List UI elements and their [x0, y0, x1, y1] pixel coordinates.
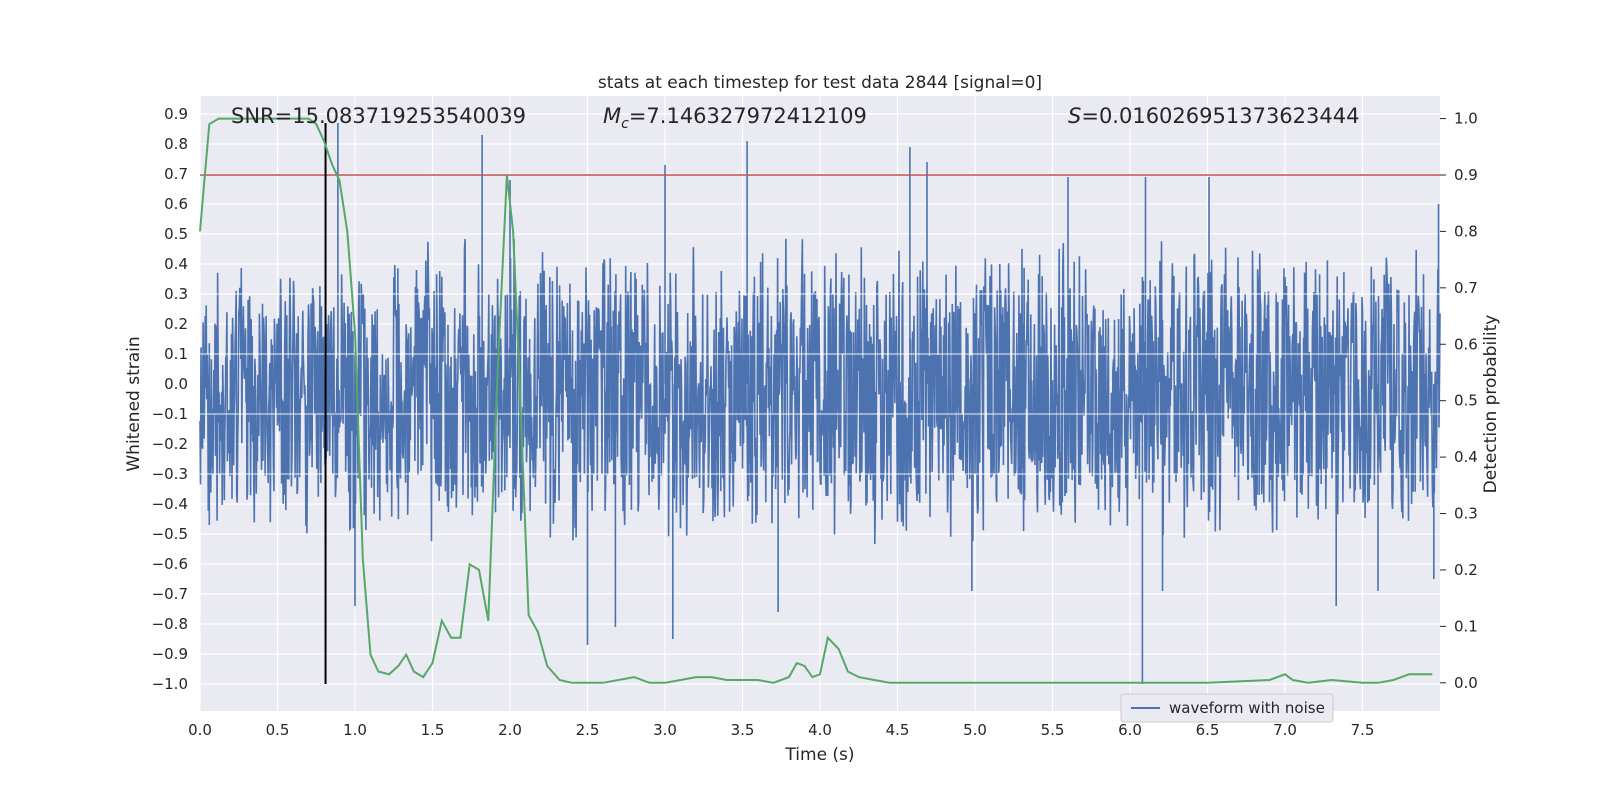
x-tick-label: 3.5	[731, 721, 755, 739]
y-tick-label-left: −0.3	[152, 465, 188, 483]
x-tick-label: 2.0	[498, 721, 522, 739]
y-axis-label-right: Detection probability	[1481, 315, 1501, 494]
x-tick-label: 1.0	[343, 721, 367, 739]
y-tick-label-left: 0.1	[164, 345, 188, 363]
chart-title: stats at each timestep for test data 284…	[598, 73, 1042, 93]
x-tick-label: 5.0	[963, 721, 987, 739]
x-axis-label: Time (s)	[784, 745, 854, 765]
s-value: =0.016026951373623444	[1081, 104, 1359, 128]
x-tick-label: 2.5	[576, 721, 600, 739]
y-tick-label-left: −0.9	[152, 645, 188, 663]
x-tick-label: 0.0	[188, 721, 212, 739]
y-tick-label-left: 0.6	[164, 195, 188, 213]
y-tick-label-left: 0.9	[164, 105, 188, 123]
x-tick-label: 6.5	[1196, 721, 1220, 739]
snr-annotation: SNR=15.083719253540039	[231, 104, 526, 128]
y-tick-label-left: −0.1	[152, 405, 188, 423]
y-tick-label-left: −1.0	[152, 675, 188, 693]
x-tick-label: 1.5	[421, 721, 445, 739]
x-tick-label: 4.0	[808, 721, 832, 739]
s-annotation: S=0.016026951373623444	[1068, 104, 1359, 128]
y-tick-label-right: 0.0	[1454, 674, 1478, 692]
y-tick-label-right: 0.1	[1454, 617, 1478, 635]
x-tick-label: 0.5	[266, 721, 290, 739]
chirp-mass-value: =7.146327972412109	[629, 104, 867, 128]
y-tick-label-left: −0.2	[152, 435, 188, 453]
chirp-mass-annotation: Mc=7.146327972412109	[603, 104, 867, 132]
y-tick-label-right: 0.7	[1454, 279, 1478, 297]
chirp-mass-symbol: M	[603, 104, 621, 128]
y-tick-label-left: −0.4	[152, 495, 188, 513]
y-tick-label-left: 0.3	[164, 285, 188, 303]
y-tick-label-left: −0.8	[152, 615, 188, 633]
y-tick-label-right: 0.5	[1454, 392, 1478, 410]
y-axis-label-left: Whitened strain	[124, 336, 144, 471]
x-tick-label: 3.0	[653, 721, 677, 739]
y-tick-label-right: 0.2	[1454, 561, 1478, 579]
x-tick-label: 7.5	[1351, 721, 1375, 739]
x-tick-label: 7.0	[1273, 721, 1297, 739]
y-tick-label-left: −0.7	[152, 585, 188, 603]
detection-probability-line	[199, 117, 1433, 684]
y-tick-label-right: 0.3	[1454, 505, 1478, 523]
y-tick-label-left: 0.8	[164, 135, 188, 153]
axes-layer: 0.0 0.5 1.0 1.5 2.0 2.5 3.0 3.5 4.0 4.5 5.0 5.5 6.0 6…	[152, 105, 1478, 739]
y-tick-label-left: −0.6	[152, 555, 188, 573]
y-tick-label-right: 0.6	[1454, 335, 1478, 353]
x-tick-label: 5.5	[1041, 721, 1065, 739]
legend: waveform with noise	[1120, 693, 1334, 723]
x-tick-label: 4.5	[886, 721, 910, 739]
y-tick-label-left: 0.0	[164, 375, 188, 393]
y-tick-label-left: 0.5	[164, 225, 188, 243]
y-tick-label-left: 0.4	[164, 255, 188, 273]
chirp-mass-subscript: c	[621, 116, 629, 132]
y-tick-label-right: 0.9	[1454, 166, 1478, 184]
y-tick-label-left: 0.7	[164, 165, 188, 183]
series-layer	[199, 117, 1441, 684]
s-symbol: S	[1068, 104, 1081, 128]
y-tick-label-left: −0.5	[152, 525, 188, 543]
legend-box	[1120, 693, 1334, 723]
y-tick-label-left: 0.2	[164, 315, 188, 333]
y-tick-label-right: 0.4	[1454, 448, 1478, 466]
legend-label-waveform: waveform with noise	[1169, 699, 1325, 717]
x-tick-label: 6.0	[1118, 721, 1142, 739]
y-tick-label-right: 0.8	[1454, 222, 1478, 240]
y-tick-label-right: 1.0	[1454, 110, 1478, 128]
